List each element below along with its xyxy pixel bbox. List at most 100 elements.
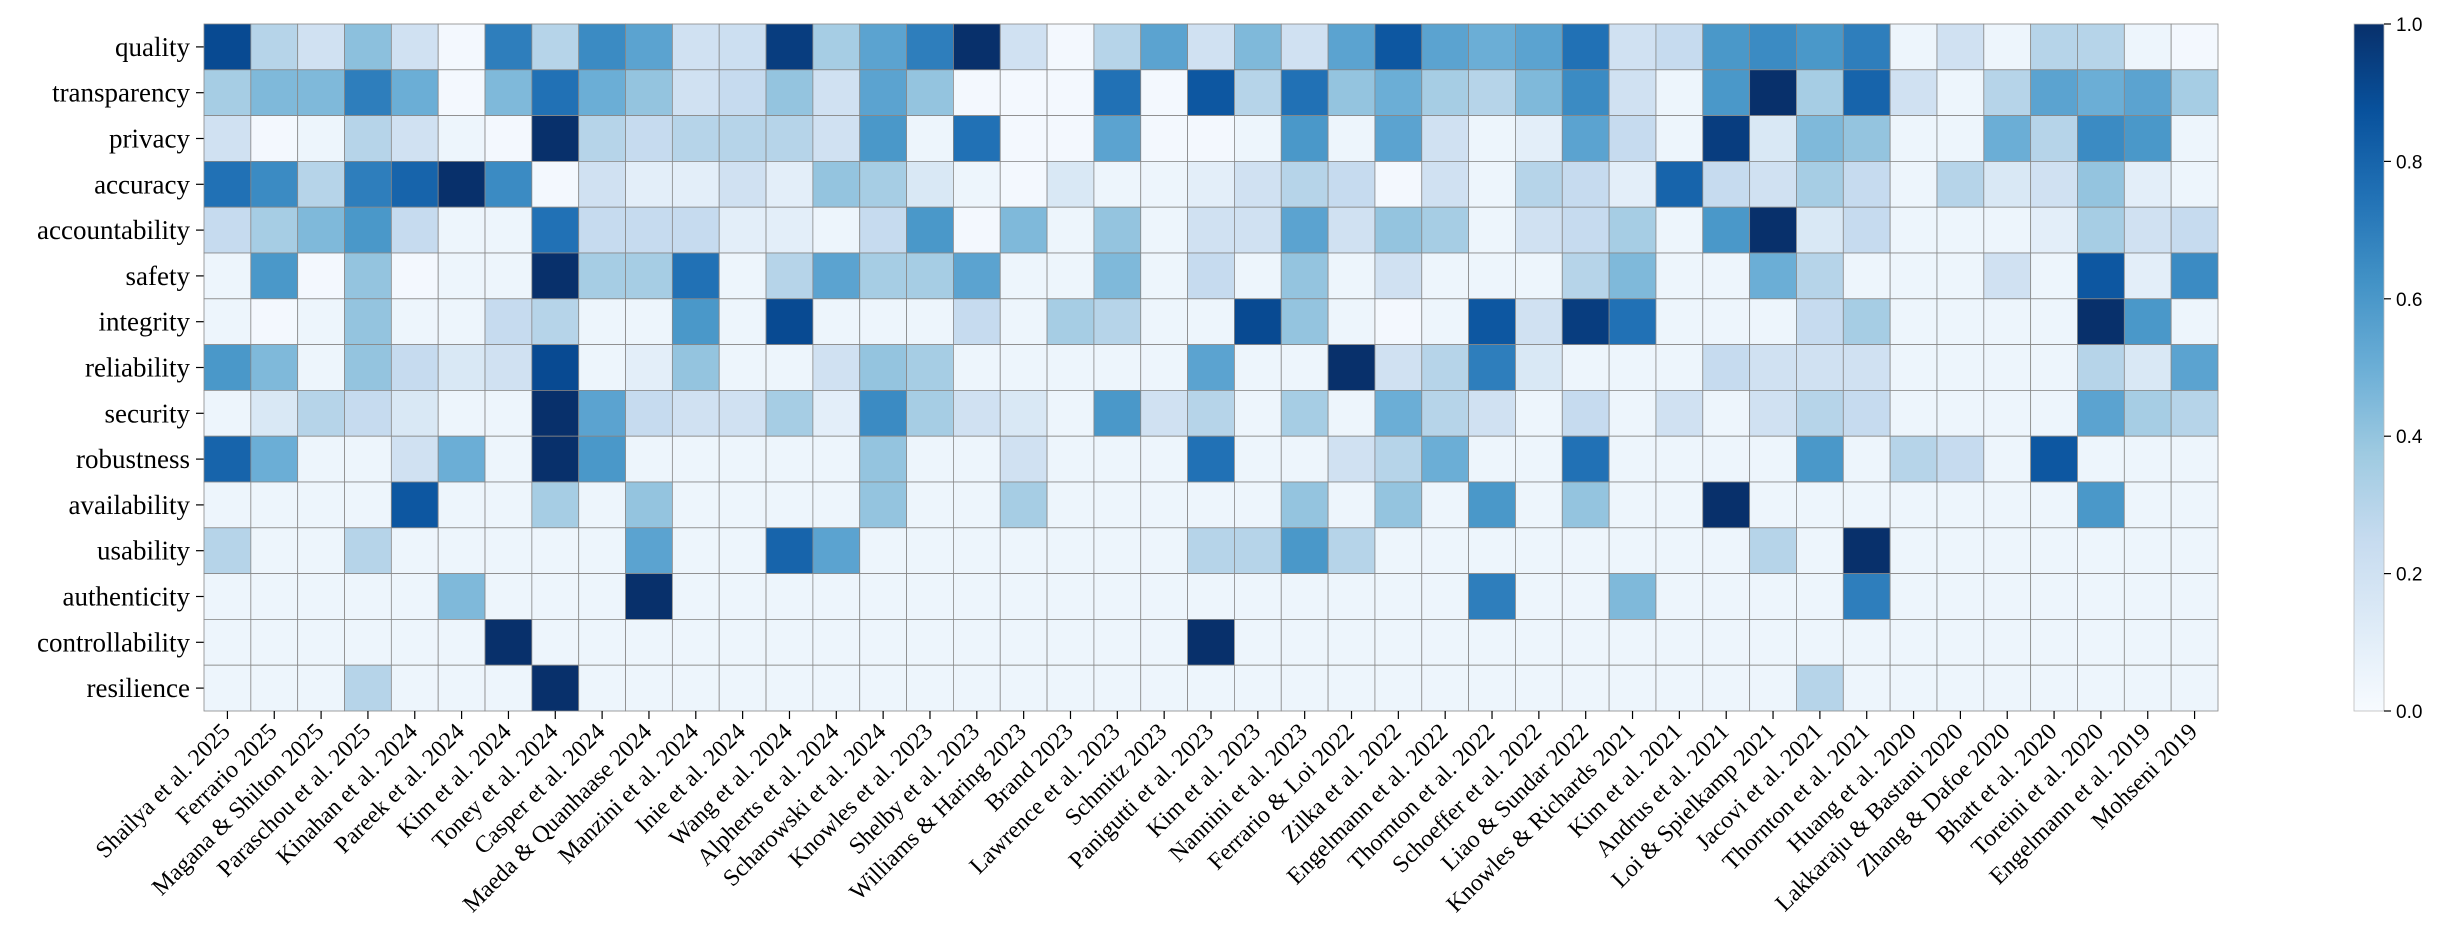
heatmap-cell: [1327, 252, 1376, 300]
heatmap-cell: [1327, 160, 1376, 208]
heatmap-cell: [1468, 206, 1516, 254]
heatmap-cell: [625, 389, 673, 437]
heatmap-cell: [250, 252, 299, 300]
heatmap-cell: [1234, 435, 1282, 483]
heatmap-cell: [1327, 527, 1376, 574]
heatmap-cell: [1608, 298, 1657, 345]
heatmap-cell: [718, 435, 767, 483]
heatmap-cell: [531, 252, 580, 300]
row-label: security: [105, 398, 191, 428]
heatmap-cell: [1468, 664, 1516, 712]
heatmap-cell: [2170, 23, 2219, 71]
heatmap-cell: [1983, 481, 2032, 529]
heatmap-cell: [390, 435, 439, 483]
heatmap-cell: [1608, 160, 1657, 208]
heatmap-cell: [1374, 573, 1423, 620]
colorbar-tick-label: 0.0: [2396, 702, 2422, 723]
heatmap-cell: [1561, 344, 1610, 391]
heatmap-cell: [1749, 619, 1797, 666]
heatmap-cell: [250, 69, 299, 117]
heatmap-cell: [1796, 619, 1844, 666]
heatmap-cell: [625, 573, 673, 620]
heatmap-cell: [1889, 573, 1938, 620]
heatmap-cell: [484, 481, 533, 529]
heatmap-cell: [812, 69, 861, 117]
heatmap-cell: [2123, 23, 2172, 71]
heatmap-cell: [2123, 160, 2172, 208]
heatmap-cell: [1796, 298, 1844, 345]
heatmap-cell: [1936, 115, 1985, 162]
heatmap-cell: [531, 344, 580, 391]
heatmap-cell: [1936, 344, 1985, 391]
heatmap-cell: [390, 573, 439, 620]
heatmap-cell: [1515, 481, 1563, 529]
heatmap-cell: [2077, 252, 2125, 300]
heatmap-cell: [1983, 435, 2032, 483]
heatmap-cell: [2030, 69, 2078, 117]
heatmap-cell: [203, 298, 252, 345]
heatmap-cell: [1889, 619, 1938, 666]
heatmap-cell: [1234, 252, 1282, 300]
heatmap-cell: [765, 664, 814, 712]
heatmap-cell: [906, 344, 954, 391]
heatmap-cell: [812, 252, 861, 300]
heatmap-cell: [1561, 664, 1610, 712]
heatmap-cell: [344, 69, 392, 117]
heatmap-cell: [1608, 573, 1657, 620]
heatmap-cell: [2077, 527, 2125, 574]
heatmap-cell: [344, 619, 392, 666]
heatmap-cell: [1608, 527, 1657, 574]
heatmap-cell: [1983, 344, 2032, 391]
heatmap-cell: [953, 664, 1001, 712]
heatmap-cell: [203, 344, 252, 391]
heatmap-cell: [859, 664, 907, 712]
heatmap-cell: [953, 619, 1001, 666]
heatmap-cell: [297, 573, 345, 620]
heatmap-cell: [953, 573, 1001, 620]
heatmap-cell: [484, 252, 533, 300]
heatmap-cell: [1842, 481, 1891, 529]
heatmap-cell: [2123, 664, 2172, 712]
heatmap-cell: [1608, 115, 1657, 162]
heatmap-cell: [953, 160, 1001, 208]
heatmap-cell: [1374, 69, 1423, 117]
heatmap-cell: [2077, 23, 2125, 71]
heatmap-cell: [1889, 206, 1938, 254]
heatmap-cell: [1796, 527, 1844, 574]
heatmap-cell: [999, 573, 1048, 620]
heatmap-cell: [390, 481, 439, 529]
heatmap-cell: [1187, 389, 1235, 437]
heatmap-cell: [812, 664, 861, 712]
row-label: resilience: [87, 673, 190, 703]
heatmap-cell: [1421, 23, 1470, 71]
heatmap-cell: [906, 481, 954, 529]
heatmap-cell: [1280, 252, 1329, 300]
heatmap-cell: [1140, 69, 1188, 117]
heatmap-cell: [812, 573, 861, 620]
heatmap-cell: [484, 206, 533, 254]
heatmap-cell: [1280, 344, 1329, 391]
heatmap-cell: [531, 527, 580, 574]
heatmap-cell: [906, 389, 954, 437]
heatmap-cell: [765, 389, 814, 437]
row-label: quality: [115, 32, 190, 62]
heatmap-cell: [2123, 389, 2172, 437]
heatmap-cell: [437, 481, 486, 529]
heatmap-cell: [1749, 160, 1797, 208]
heatmap-cell: [1796, 573, 1844, 620]
heatmap-cell: [578, 69, 626, 117]
heatmap-cell: [2077, 435, 2125, 483]
heatmap-cell: [1655, 344, 1704, 391]
heatmap-cell: [1140, 206, 1188, 254]
heatmap-cell: [1515, 527, 1563, 574]
heatmap-cell: [344, 664, 392, 712]
heatmap-cell: [906, 206, 954, 254]
heatmap-cell: [1702, 619, 1751, 666]
heatmap-cell: [250, 435, 299, 483]
heatmap-cell: [1421, 619, 1470, 666]
heatmap-cell: [437, 344, 486, 391]
heatmap-cell: [1140, 481, 1188, 529]
heatmap-cell: [1983, 206, 2032, 254]
heatmap-cell: [953, 23, 1001, 71]
heatmap-cell: [1702, 573, 1751, 620]
